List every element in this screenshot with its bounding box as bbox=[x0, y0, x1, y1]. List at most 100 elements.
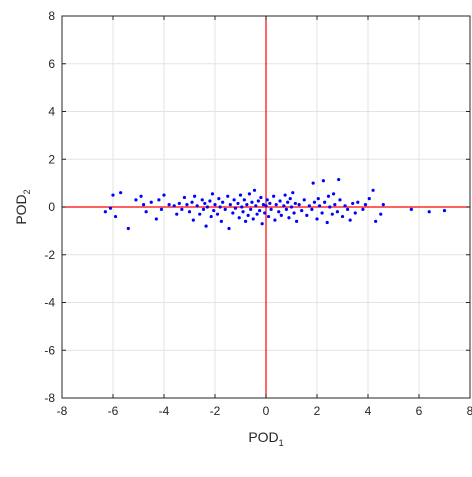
data-point bbox=[312, 200, 317, 204]
data-point bbox=[282, 204, 286, 208]
y-tick-label: 6 bbox=[48, 57, 55, 71]
data-point bbox=[111, 193, 115, 197]
data-point bbox=[237, 216, 241, 220]
data-point bbox=[226, 194, 230, 198]
data-point bbox=[259, 195, 263, 200]
data-point bbox=[258, 208, 262, 213]
data-point bbox=[119, 191, 123, 195]
data-point bbox=[218, 205, 222, 209]
y-axis-ticks: -8 -6 -4 -2 0 2 4 6 8 bbox=[44, 9, 470, 405]
x-tick-label: -4 bbox=[159, 404, 170, 418]
data-point bbox=[321, 179, 325, 183]
data-point bbox=[205, 205, 209, 209]
data-point bbox=[256, 199, 260, 203]
x-axis-ticks: -8 -6 -4 -2 0 2 4 6 8 bbox=[57, 16, 472, 418]
data-point bbox=[180, 207, 184, 211]
data-point bbox=[311, 181, 315, 185]
data-point bbox=[217, 197, 221, 201]
data-point bbox=[113, 214, 118, 219]
data-point bbox=[185, 203, 189, 207]
data-point bbox=[254, 204, 258, 208]
data-point bbox=[274, 203, 278, 207]
data-point bbox=[283, 193, 287, 197]
data-point bbox=[159, 207, 164, 211]
data-point bbox=[191, 218, 195, 222]
data-point bbox=[381, 203, 385, 207]
data-point bbox=[379, 212, 383, 216]
data-point bbox=[240, 205, 244, 209]
data-point bbox=[356, 200, 360, 204]
data-point bbox=[149, 200, 153, 204]
data-point bbox=[221, 200, 225, 204]
data-point bbox=[247, 192, 252, 196]
data-point bbox=[367, 197, 371, 201]
data-point bbox=[200, 198, 204, 202]
data-point bbox=[302, 198, 306, 202]
data-point bbox=[187, 210, 192, 214]
data-point bbox=[277, 210, 281, 214]
data-point bbox=[134, 198, 138, 202]
data-point bbox=[297, 203, 301, 207]
data-point bbox=[236, 201, 240, 206]
data-point bbox=[278, 199, 282, 203]
data-point bbox=[273, 218, 277, 222]
data-point bbox=[346, 207, 350, 211]
data-point bbox=[291, 191, 295, 195]
data-point bbox=[442, 208, 447, 213]
data-point bbox=[325, 220, 329, 225]
data-point bbox=[261, 203, 266, 207]
y-tick-label: -4 bbox=[44, 296, 55, 310]
data-point bbox=[250, 200, 254, 204]
data-point bbox=[204, 224, 208, 228]
data-point bbox=[242, 198, 246, 202]
data-point bbox=[190, 200, 194, 204]
y-tick-label: 4 bbox=[48, 105, 55, 119]
y-tick-label: 8 bbox=[48, 9, 55, 23]
data-point bbox=[326, 194, 331, 198]
data-point bbox=[108, 206, 113, 210]
data-point bbox=[255, 212, 259, 216]
x-axis-label: POD1 bbox=[248, 429, 283, 448]
data-point bbox=[265, 198, 269, 202]
data-point bbox=[144, 210, 148, 214]
data-point bbox=[351, 201, 355, 206]
data-point bbox=[361, 207, 365, 211]
x-tick-label: 4 bbox=[365, 404, 372, 418]
y-axis-label: POD2 bbox=[13, 189, 32, 224]
data-point bbox=[293, 201, 297, 206]
data-point bbox=[343, 204, 347, 208]
data-point bbox=[374, 219, 378, 223]
data-point bbox=[331, 192, 336, 196]
data-point bbox=[323, 200, 327, 204]
x-tick-label: 6 bbox=[416, 404, 423, 418]
data-point bbox=[286, 200, 290, 204]
data-point bbox=[287, 216, 291, 220]
data-point bbox=[251, 217, 255, 221]
data-point bbox=[154, 217, 158, 221]
data-point bbox=[307, 204, 311, 208]
data-point bbox=[162, 193, 166, 197]
data-point bbox=[320, 211, 324, 215]
data-point bbox=[209, 214, 213, 219]
data-point bbox=[212, 208, 216, 213]
data-point bbox=[409, 207, 413, 211]
data-point bbox=[215, 212, 220, 216]
data-point bbox=[264, 204, 268, 208]
data-point bbox=[279, 213, 283, 217]
data-point bbox=[241, 210, 245, 214]
data-point bbox=[198, 212, 202, 216]
data-point bbox=[272, 194, 276, 198]
data-point bbox=[227, 226, 231, 231]
data-point bbox=[231, 211, 235, 215]
data-point bbox=[266, 214, 271, 219]
data-point bbox=[317, 204, 322, 208]
data-point bbox=[213, 203, 217, 207]
data-points bbox=[103, 177, 447, 231]
data-point bbox=[157, 198, 161, 202]
data-point bbox=[177, 201, 181, 206]
y-tick-label: -2 bbox=[44, 248, 55, 262]
data-point bbox=[328, 205, 332, 209]
data-point bbox=[300, 208, 304, 213]
data-point bbox=[175, 212, 179, 216]
data-point bbox=[289, 205, 294, 209]
